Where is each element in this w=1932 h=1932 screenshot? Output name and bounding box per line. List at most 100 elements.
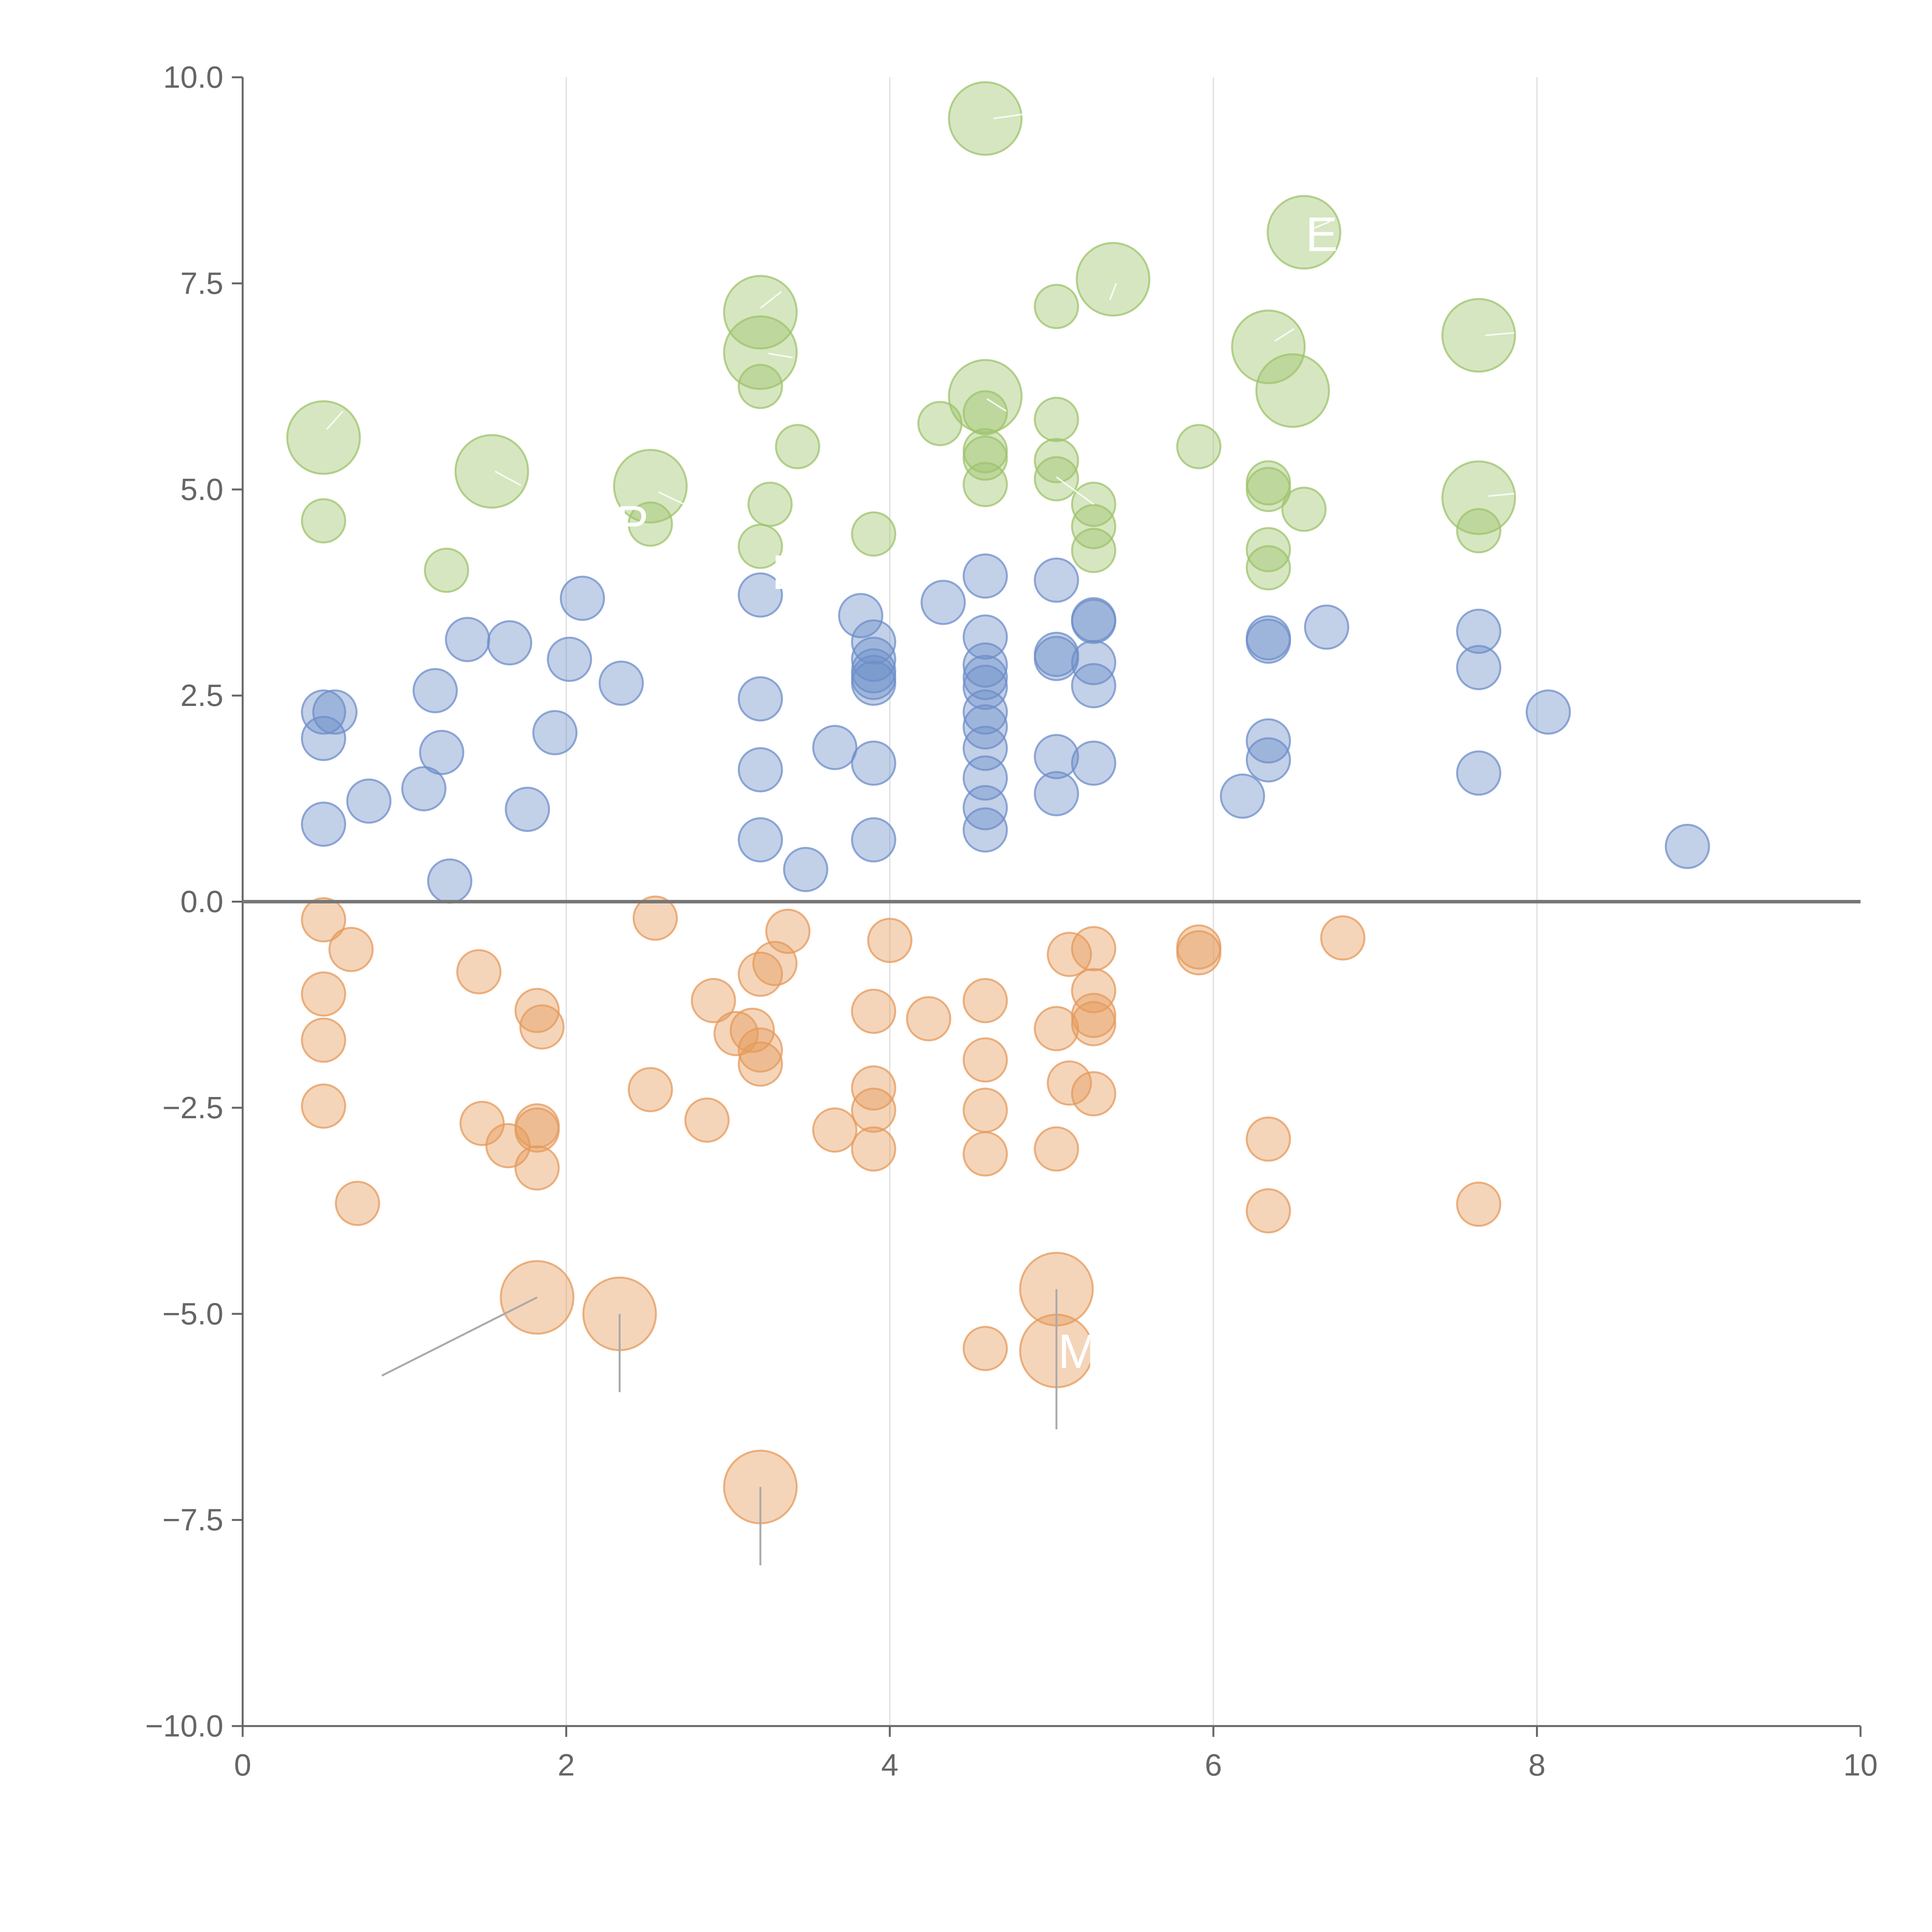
bubble-points: [286, 81, 1710, 1524]
blue-bubble: [1071, 599, 1116, 644]
orange-bubble: [514, 1145, 560, 1191]
green-bubble: [1441, 460, 1516, 535]
y-tick-label: 5.0: [180, 472, 223, 507]
blue-bubble: [1071, 663, 1116, 709]
green-bubble: [963, 462, 1008, 507]
x-tick-label: 6: [1205, 1748, 1222, 1782]
green-bubble: [1456, 508, 1502, 553]
y-tick-label: 2.5: [180, 678, 223, 713]
label-leader-line: [1056, 476, 1094, 505]
blue-bubble: [547, 636, 592, 682]
green-bubble: [1034, 396, 1079, 442]
green-bubble: [747, 481, 793, 527]
blue-bubble: [505, 787, 550, 832]
blue-bubble: [1034, 771, 1079, 816]
label-leader-line: [768, 352, 793, 359]
y-tick-label: 0.0: [180, 884, 223, 919]
blue-bubble: [301, 689, 346, 735]
orange-bubble: [1071, 968, 1116, 1014]
orange-bubble: [1320, 915, 1366, 961]
orange-bubble: [514, 988, 560, 1033]
orange-bubble: [963, 1037, 1008, 1083]
y-tick-label: −10.0: [145, 1709, 223, 1743]
green-bubble: [1034, 456, 1079, 502]
blue-bubble: [487, 620, 532, 666]
series-blue: [301, 553, 1710, 904]
orange-bubble: [1071, 1071, 1116, 1117]
label-leader-line: [495, 471, 522, 486]
orange-bubble: [514, 1107, 560, 1153]
label-leader-line: [326, 410, 344, 430]
blue-bubble: [1665, 824, 1710, 869]
orange-bubble: [812, 1107, 857, 1153]
label-leader-line: [1488, 493, 1515, 497]
blue-bubble: [412, 668, 458, 713]
green-bubble: [1246, 545, 1291, 590]
label-leader-line: [1310, 221, 1330, 231]
green-bubble: [963, 390, 1008, 435]
green-bubble: [1281, 486, 1327, 532]
green-bubble: [1034, 284, 1079, 329]
y-tick-label: −7.5: [162, 1503, 223, 1537]
blue-bubble: [1071, 640, 1116, 685]
blue-bubble: [1034, 734, 1079, 779]
orange-bubble: [628, 1067, 673, 1112]
label-leader-line: [1485, 332, 1515, 336]
orange-bubble: [335, 1180, 380, 1226]
orange-bubble: [301, 1017, 346, 1063]
label-leader-line: [1274, 328, 1295, 342]
orange-bubble: [851, 1126, 896, 1172]
series-orange: [301, 895, 1502, 1524]
label-leader-line: [760, 291, 782, 309]
x-tick-label: 8: [1528, 1748, 1546, 1782]
y-tick-label: 10.0: [163, 60, 223, 94]
orange-bubble: [301, 897, 346, 942]
orange-bubble: [738, 1041, 783, 1087]
blue-bubble: [1034, 636, 1079, 681]
blue-bubble: [346, 778, 392, 824]
orange-bubble: [1047, 932, 1092, 977]
blue-bubble: [427, 858, 473, 904]
orange-bubble: [867, 918, 913, 963]
orange-bubble: [738, 951, 783, 997]
blue-bubble: [738, 676, 783, 722]
green-bubble: [613, 449, 688, 524]
point-label: B: [772, 546, 804, 599]
orange-bubble: [1034, 1006, 1079, 1051]
series-green: [286, 81, 1516, 593]
blue-bubble: [963, 665, 1008, 710]
orange-bubble: [963, 1131, 1008, 1177]
orange-bubble: [456, 949, 502, 995]
point-label: M: [1058, 1325, 1098, 1378]
label-leader-line: [381, 1296, 538, 1377]
blue-bubble: [1526, 689, 1571, 735]
green-bubble: [851, 511, 896, 557]
blue-bubble: [560, 575, 605, 621]
green-bubble: [1246, 467, 1291, 512]
label-leader-line: [658, 491, 688, 507]
blue-bubble: [401, 766, 447, 811]
orange-bubble: [1047, 1060, 1092, 1106]
point-labels: M E B P: [616, 207, 1338, 1378]
blue-bubble: [963, 614, 1008, 660]
green-bubble: [628, 501, 673, 547]
green-bubble: [1034, 438, 1079, 483]
blue-bubble: [599, 660, 644, 706]
blue-bubble: [301, 716, 346, 761]
blue-bubble: [963, 553, 1008, 599]
orange-bubble: [301, 1083, 346, 1129]
x-tick-label: 0: [234, 1748, 252, 1782]
green-bubble: [1076, 242, 1151, 317]
blue-bubble: [301, 801, 346, 847]
point-label: P: [616, 496, 648, 550]
green-bubble: [1246, 527, 1291, 572]
orange-bubble: [1071, 1001, 1116, 1046]
blue-bubble: [1456, 609, 1502, 654]
x-tick-label: 10: [1844, 1748, 1878, 1782]
orange-bubble: [851, 988, 896, 1034]
orange-bubble: [1456, 1181, 1502, 1227]
blue-bubble: [532, 710, 578, 755]
orange-bubble: [713, 1011, 759, 1056]
label-leader-line: [1109, 283, 1117, 300]
